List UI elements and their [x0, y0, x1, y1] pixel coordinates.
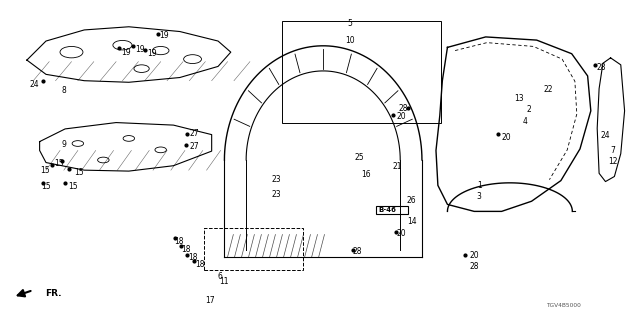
- Text: 15: 15: [40, 166, 49, 175]
- Text: 28: 28: [470, 262, 479, 271]
- Text: 28: 28: [352, 247, 362, 256]
- Text: 19: 19: [122, 48, 131, 57]
- Text: 18: 18: [181, 245, 191, 254]
- Text: 13: 13: [514, 94, 524, 103]
- Text: 14: 14: [408, 217, 417, 226]
- Bar: [204, 228, 303, 270]
- Text: 15: 15: [54, 159, 63, 168]
- Text: 23: 23: [272, 175, 282, 184]
- Text: 11: 11: [220, 277, 229, 286]
- Text: 24: 24: [601, 131, 611, 140]
- Text: 25: 25: [355, 153, 364, 162]
- Text: 28: 28: [398, 104, 408, 113]
- Text: 10: 10: [345, 36, 355, 44]
- Text: 18: 18: [188, 253, 197, 262]
- Text: B-46: B-46: [379, 207, 397, 213]
- Text: 7: 7: [611, 146, 616, 155]
- Text: 15: 15: [41, 181, 51, 190]
- Text: 19: 19: [159, 31, 169, 40]
- Text: 21: 21: [393, 163, 403, 172]
- Text: 8: 8: [61, 86, 66, 95]
- Text: FR.: FR.: [45, 289, 61, 298]
- Text: 27: 27: [189, 142, 198, 151]
- Text: 2: 2: [527, 105, 531, 114]
- Text: 17: 17: [205, 296, 215, 305]
- Text: 23: 23: [272, 190, 282, 199]
- Text: 19: 19: [136, 45, 145, 54]
- Text: TGV4B5000: TGV4B5000: [546, 303, 581, 308]
- Text: 5: 5: [348, 19, 353, 28]
- Text: 12: 12: [609, 157, 618, 166]
- Text: 9: 9: [61, 140, 67, 149]
- Text: 15: 15: [74, 168, 84, 177]
- Text: 28: 28: [597, 63, 607, 72]
- Text: 26: 26: [406, 196, 416, 205]
- Text: 16: 16: [361, 170, 371, 179]
- Bar: [376, 206, 408, 214]
- Text: 6: 6: [218, 272, 222, 281]
- Text: 20: 20: [397, 112, 406, 121]
- Text: 18: 18: [195, 260, 205, 268]
- Text: 3: 3: [477, 192, 482, 201]
- Text: 15: 15: [68, 181, 77, 190]
- Text: 20: 20: [397, 229, 406, 238]
- Text: 18: 18: [174, 237, 183, 246]
- Text: 20: 20: [501, 133, 511, 142]
- Text: 19: 19: [147, 49, 157, 58]
- Bar: [282, 21, 441, 123]
- Text: 20: 20: [469, 251, 479, 260]
- Text: 4: 4: [523, 117, 527, 126]
- Text: 22: 22: [543, 85, 553, 94]
- Text: 24: 24: [29, 80, 39, 89]
- Text: 27: 27: [189, 130, 198, 139]
- Text: 1: 1: [477, 181, 482, 190]
